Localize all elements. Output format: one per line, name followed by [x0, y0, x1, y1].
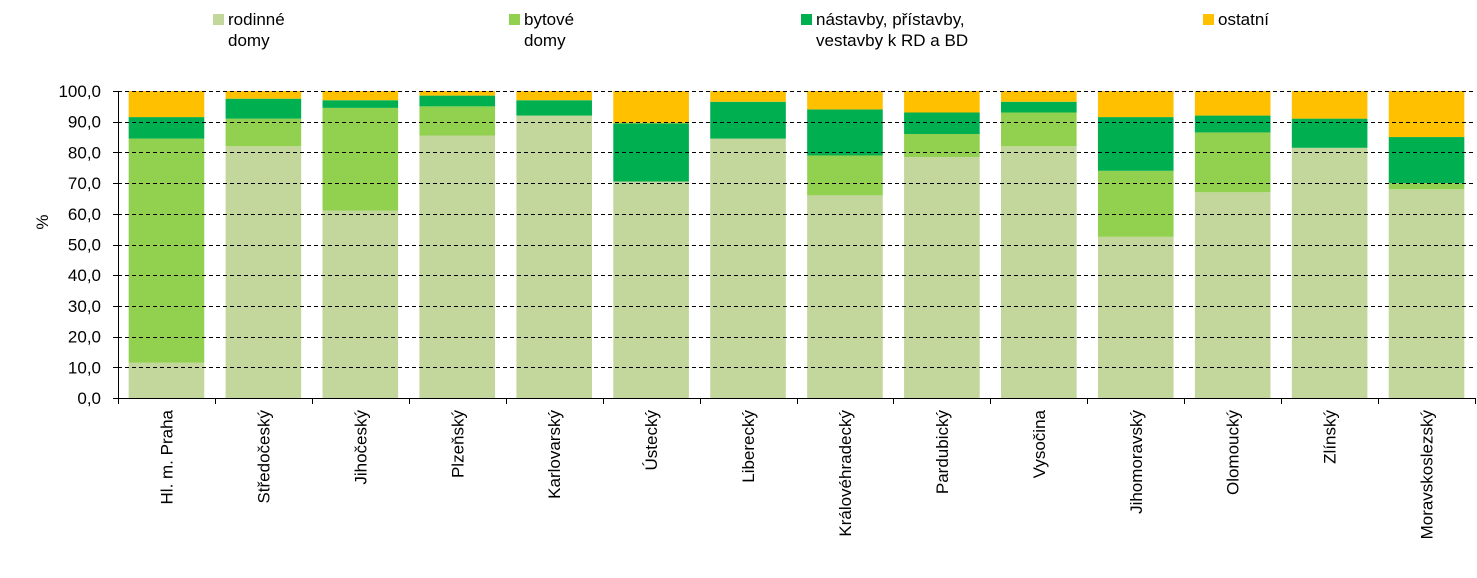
- bar-segment-0-13: [1388, 189, 1465, 398]
- x-tick-label: Jihomoravský: [1127, 410, 1146, 514]
- x-tick-label: Karlovarský: [545, 410, 564, 499]
- bar-segment-3-10: [1097, 91, 1174, 118]
- bar-segment-1-0: [128, 138, 205, 363]
- bar-segment-2-0: [128, 117, 205, 139]
- bar-segment-0-0: [128, 362, 205, 398]
- legend-swatch-bytove-domy: [509, 14, 520, 25]
- bar-segment-0-2: [322, 210, 399, 398]
- legend-label-rodinne-domy: rodinné domy: [228, 10, 285, 50]
- y-tick-label: 10,0: [68, 358, 101, 377]
- legend-swatch-ostatni: [1203, 14, 1214, 25]
- bar-segment-2-12: [1291, 118, 1368, 148]
- bar-segment-3-9: [1001, 91, 1077, 102]
- bar-segment-2-8: [904, 112, 980, 134]
- y-tick-label: 0,0: [77, 389, 101, 408]
- bar-segment-3-13: [1388, 91, 1465, 138]
- x-tick-label: Královéhradecký: [836, 410, 855, 537]
- y-tick-label: 30,0: [68, 297, 101, 316]
- y-tick-label: 40,0: [68, 266, 101, 285]
- legend-swatch-rodinne-domy: [213, 14, 224, 25]
- legend-label-nastavby: nástavby, přístavby, vestavby k RD a BD: [816, 10, 969, 50]
- bar-segment-2-7: [807, 109, 883, 156]
- y-tick-labels: 0,0 10,0 20,0 30,0 40,0 50,0 60,0 70,0 80,0 90,0 1…: [58, 82, 101, 408]
- bars: [128, 91, 1465, 398]
- bar-segment-0-11: [1194, 192, 1271, 398]
- bar-segment-3-3: [419, 91, 496, 96]
- x-tick-label: Olomoucký: [1224, 410, 1243, 496]
- bar-segment-0-1: [225, 146, 302, 398]
- bar-segment-0-12: [1291, 147, 1368, 398]
- bar-segment-1-2: [322, 107, 399, 211]
- bar-segment-2-10: [1097, 117, 1174, 171]
- bar-segment-2-4: [516, 100, 592, 116]
- y-tick-label: 70,0: [68, 174, 101, 193]
- x-tick-label: Ústecký: [642, 410, 661, 471]
- bar-segment-0-7: [807, 195, 883, 398]
- bar-segment-2-13: [1388, 137, 1465, 184]
- bar-segment-1-7: [807, 155, 883, 196]
- bar-segment-3-7: [807, 91, 883, 110]
- legend-swatch-nastavby: [801, 14, 812, 25]
- bar-segment-3-12: [1291, 91, 1368, 119]
- bar-segment-0-9: [1001, 146, 1077, 398]
- gridlines: [118, 91, 1475, 368]
- y-tick-label: 20,0: [68, 328, 101, 347]
- bar-segment-2-11: [1194, 115, 1271, 133]
- x-tick-label: Vysočina: [1030, 409, 1049, 478]
- x-tick-label: Zlínský: [1321, 410, 1340, 464]
- axes: [113, 91, 1476, 404]
- bar-segment-2-2: [322, 100, 399, 108]
- y-axis-label: %: [33, 214, 52, 229]
- x-tick-label: Pardubický: [933, 410, 952, 495]
- bar-segment-1-1: [225, 118, 302, 147]
- bar-segment-3-6: [710, 91, 786, 102]
- bar-segment-1-3: [419, 106, 496, 136]
- x-tick-label: Jihočeský: [351, 410, 370, 485]
- bar-segment-1-9: [1001, 112, 1077, 147]
- bar-segment-3-11: [1194, 91, 1271, 116]
- bar-segment-0-5: [613, 181, 689, 398]
- x-tick-labels: Hl. m. Praha Středočeský Jihočeský Plzeňský…: [158, 409, 1437, 539]
- bar-segment-2-9: [1001, 101, 1077, 113]
- bar-segment-0-10: [1097, 236, 1174, 398]
- bar-segment-1-8: [904, 133, 980, 157]
- bar-segment-1-10: [1097, 170, 1174, 237]
- bar-segment-3-2: [322, 91, 399, 101]
- x-tick-label: Moravskoslezský: [1418, 410, 1437, 540]
- y-tick-label: 100,0: [58, 82, 101, 101]
- legend-label-bytove-domy: bytové domy: [524, 10, 575, 50]
- x-tick-label: Hl. m. Praha: [158, 409, 177, 504]
- bar-segment-0-8: [904, 157, 980, 398]
- y-tick-label: 50,0: [68, 236, 101, 255]
- legend-label-ostatni: ostatní: [1218, 10, 1270, 29]
- bar-segment-1-11: [1194, 132, 1271, 193]
- x-tick-label: Středočeský: [254, 410, 273, 504]
- y-tick-label: 80,0: [68, 143, 101, 162]
- bar-segment-3-4: [516, 91, 592, 101]
- bar-segment-2-3: [419, 95, 496, 107]
- bar-segment-0-6: [710, 138, 786, 398]
- y-tick-label: 60,0: [68, 205, 101, 224]
- bar-segment-1-13: [1388, 183, 1465, 190]
- y-tick-label: 90,0: [68, 113, 101, 132]
- bar-segment-3-0: [128, 91, 205, 118]
- bar-segment-2-6: [710, 101, 786, 139]
- bar-segment-3-8: [904, 91, 980, 113]
- bar-segment-0-3: [419, 135, 496, 398]
- bar-segment-2-1: [225, 98, 302, 119]
- x-tick-label: Plzeňský: [448, 410, 467, 479]
- x-tick-label: Liberecký: [739, 410, 758, 483]
- bar-segment-3-1: [225, 91, 302, 99]
- bar-segment-3-5: [613, 91, 689, 124]
- bar-segment-0-4: [516, 115, 592, 398]
